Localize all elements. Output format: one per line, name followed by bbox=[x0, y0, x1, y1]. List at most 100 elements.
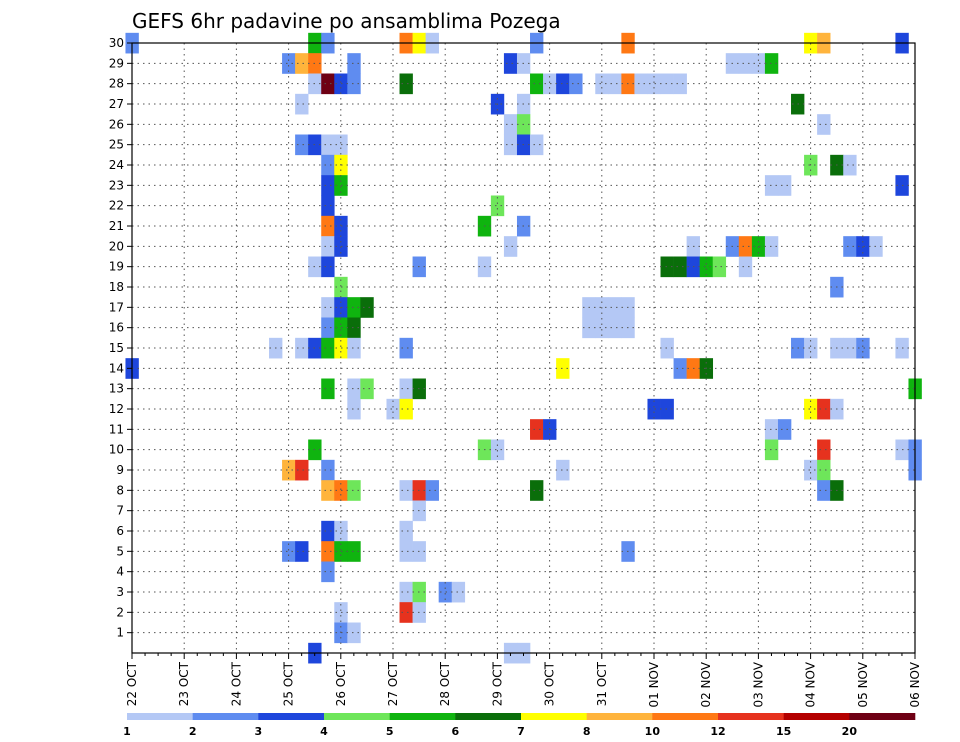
precip-cell bbox=[647, 398, 661, 420]
x-tick-label: 03 NOV bbox=[751, 661, 765, 707]
y-tick-label: 27 bbox=[109, 97, 124, 111]
y-tick-label: 12 bbox=[109, 402, 124, 416]
precip-cell bbox=[817, 398, 831, 420]
precip-cell bbox=[295, 541, 309, 562]
precip-cell bbox=[321, 459, 335, 481]
y-tick-label: 15 bbox=[109, 341, 124, 355]
precip-cell bbox=[360, 378, 374, 400]
precip-cell bbox=[334, 236, 348, 257]
precip-cell bbox=[777, 419, 792, 440]
legend-swatch bbox=[324, 713, 390, 720]
x-tick-label: 30 OCT bbox=[543, 661, 557, 706]
precip-cell bbox=[334, 73, 348, 95]
legend-swatch bbox=[389, 713, 456, 720]
y-tick-label: 25 bbox=[109, 138, 124, 152]
precip-cell bbox=[334, 134, 348, 156]
precip-cell bbox=[503, 114, 518, 135]
x-tick-label: 25 OCT bbox=[282, 661, 296, 706]
precip-cell bbox=[347, 297, 361, 318]
dotted-grid bbox=[132, 42, 915, 653]
precip-cell bbox=[751, 236, 766, 257]
x-tick-label: 27 OCT bbox=[386, 661, 400, 706]
precip-cell bbox=[817, 114, 831, 135]
precip-cell bbox=[608, 317, 622, 339]
precip-cell bbox=[321, 297, 335, 318]
x-tick-label: 31 OCT bbox=[595, 661, 609, 706]
precip-cell bbox=[490, 195, 505, 217]
precip-cell bbox=[764, 236, 779, 257]
legend-label: 8 bbox=[583, 725, 591, 738]
precip-cell bbox=[503, 134, 518, 156]
legend-label: 5 bbox=[386, 725, 394, 738]
precip-cell bbox=[321, 154, 335, 176]
precip-cell bbox=[321, 73, 335, 95]
precip-cell bbox=[386, 398, 400, 420]
precip-cell bbox=[595, 317, 609, 339]
precip-cell bbox=[660, 256, 674, 278]
precip-cell bbox=[334, 276, 348, 298]
chart-title: GEFS 6hr padavine po ansamblima Pozega bbox=[132, 9, 561, 33]
precip-cell bbox=[321, 195, 335, 217]
precip-cell bbox=[295, 53, 309, 74]
legend-label: 3 bbox=[255, 725, 263, 738]
precip-cell bbox=[804, 337, 818, 359]
x-tick-label: 26 OCT bbox=[334, 661, 348, 706]
precip-cell bbox=[321, 317, 335, 339]
precip-cell bbox=[556, 459, 570, 481]
precip-cell bbox=[764, 175, 779, 196]
precip-cell bbox=[843, 236, 857, 257]
y-tick-label: 21 bbox=[109, 219, 124, 233]
precip-cell bbox=[360, 297, 374, 318]
y-tick-label: 6 bbox=[116, 524, 124, 538]
precip-cell bbox=[660, 398, 674, 420]
precip-cell bbox=[334, 175, 348, 196]
precip-cell bbox=[660, 73, 674, 95]
legend-swatch bbox=[586, 713, 653, 720]
precip-cell bbox=[334, 480, 348, 501]
precip-cell bbox=[764, 439, 779, 461]
precip-cell bbox=[399, 480, 413, 501]
precip-cell bbox=[334, 602, 348, 623]
legend-swatch bbox=[521, 713, 587, 720]
x-axis: 22 OCT 23 OCT 24 OCT 25 OCT 26 OCT 27 OCT 28 O… bbox=[125, 653, 922, 708]
x-tick-label: 01 NOV bbox=[647, 661, 661, 707]
x-tick-label: 02 NOV bbox=[699, 661, 713, 707]
y-tick-label: 26 bbox=[109, 117, 124, 131]
precip-cell bbox=[282, 459, 296, 481]
precip-cell bbox=[321, 378, 335, 400]
precip-cell bbox=[295, 93, 309, 115]
y-tick-label: 13 bbox=[109, 382, 124, 396]
precip-cell bbox=[595, 73, 609, 95]
x-tick-label: 05 NOV bbox=[856, 661, 870, 707]
precip-cell bbox=[712, 256, 727, 278]
precip-cell bbox=[295, 459, 309, 481]
x-tick-label: 29 OCT bbox=[490, 661, 504, 706]
legend-swatch bbox=[849, 713, 916, 720]
y-tick-label: 3 bbox=[116, 585, 124, 599]
precip-cell bbox=[451, 581, 466, 603]
precip-cell bbox=[543, 73, 557, 95]
legend-label: 6 bbox=[452, 725, 460, 738]
legend-swatch bbox=[652, 713, 719, 720]
y-tick-label: 18 bbox=[109, 280, 124, 294]
precip-cell bbox=[347, 378, 361, 400]
precip-cell bbox=[321, 520, 335, 542]
precip-cell bbox=[334, 541, 348, 562]
y-tick-label: 10 bbox=[109, 443, 124, 457]
precip-cell bbox=[843, 154, 857, 176]
precip-cell bbox=[321, 541, 335, 562]
precip-cell bbox=[334, 317, 348, 339]
precip-cell bbox=[738, 256, 753, 278]
legend-label: 2 bbox=[189, 725, 197, 738]
y-tick-label: 30 bbox=[109, 36, 124, 50]
y-tick-label: 22 bbox=[109, 199, 124, 213]
precip-cell bbox=[738, 236, 753, 257]
legend-label: 12 bbox=[710, 725, 725, 738]
precip-cell bbox=[399, 337, 413, 359]
precip-cell bbox=[321, 337, 335, 359]
x-tick-label: 04 NOV bbox=[804, 661, 818, 707]
precip-cell bbox=[647, 73, 661, 95]
precip-cell bbox=[804, 459, 818, 481]
precip-cell bbox=[347, 622, 361, 644]
precip-cell bbox=[347, 53, 361, 74]
